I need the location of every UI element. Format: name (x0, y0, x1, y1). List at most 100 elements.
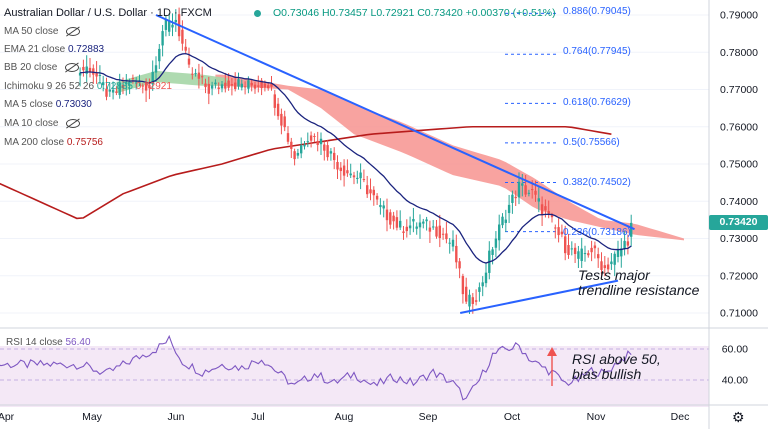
live-dot (254, 10, 261, 17)
candle-body (191, 73, 194, 75)
candle-body (326, 145, 329, 158)
legend-ichimoku[interactable]: Ichimoku 9 26 52 26 0.72885 0.72921 (4, 81, 172, 92)
candle-body (537, 198, 540, 202)
legend-ema21-value: 0.72883 (67, 44, 105, 55)
candle-body (458, 261, 461, 269)
candle-body (630, 222, 633, 237)
candle-body (425, 219, 428, 222)
candle-body (438, 225, 441, 239)
candle-body (567, 245, 570, 255)
hidden-eye-icon[interactable] (66, 118, 81, 128)
time-axis: Apr May Jun Jul Aug Sep Oct Nov Dec (0, 411, 689, 423)
trendline-annotation-line2: trendline resistance (578, 282, 700, 298)
hidden-eye-icon[interactable] (65, 62, 80, 72)
candle-body (613, 253, 616, 265)
candle-body (382, 205, 385, 209)
candle-body (336, 161, 339, 170)
candle-body (82, 66, 85, 71)
legend-ma5[interactable]: MA 5 close 0.73030 (4, 99, 92, 110)
candle-body (111, 89, 115, 93)
month-tick-label: Apr (0, 411, 15, 423)
candle-body (593, 245, 597, 249)
candle-body (626, 241, 630, 246)
candle-body (521, 183, 524, 186)
candle-body (432, 226, 435, 228)
rsi-annotation-line2: bias bullish (572, 366, 642, 382)
rsi-legend-value: 56.40 (65, 337, 91, 348)
candle-body (405, 226, 408, 232)
month-tick-label: Jul (251, 411, 264, 423)
trendlines (155, 14, 635, 314)
candle-body (158, 48, 161, 62)
candle-body (121, 84, 125, 88)
candle-body (319, 138, 323, 145)
candle-body (240, 83, 243, 88)
month-tick-label: Aug (335, 411, 354, 423)
candle-body (616, 249, 620, 257)
candle-body (217, 87, 220, 90)
candle-body (428, 227, 432, 232)
candle-body (550, 215, 554, 218)
candle-body (385, 209, 389, 221)
candle-body (600, 261, 603, 270)
candle-body (329, 151, 333, 154)
legend-ema21-label: EMA 21 close (4, 44, 66, 55)
price-tick-label: 0.76000 (720, 121, 758, 133)
candle-body (527, 192, 531, 194)
candle-body (461, 276, 465, 295)
candle-body (257, 85, 260, 87)
rsi-legend[interactable]: RSI 14 close 56.40 (6, 337, 91, 348)
candle-body (448, 242, 451, 244)
legend-ma10[interactable]: MA 10 close (4, 118, 81, 129)
candle-body (144, 82, 148, 91)
candle-body (339, 167, 342, 172)
price-tick-label: 0.77000 (720, 84, 758, 96)
ascending-trendline (459, 279, 619, 314)
candle-body (230, 84, 234, 86)
gear-icon[interactable]: ⚙ (732, 409, 745, 425)
candle-body (540, 204, 544, 215)
candle-body (250, 82, 253, 86)
ema21-path (80, 52, 632, 264)
candle-body (247, 80, 250, 89)
candle-body (597, 254, 600, 259)
price-tick-label: 0.79000 (720, 10, 758, 22)
fib-label-0886: 0.886(0.79045) (563, 6, 631, 17)
candle-body (303, 144, 306, 147)
candle-body (260, 80, 263, 89)
candle-body (534, 190, 537, 195)
candle-body (280, 113, 283, 126)
candle-body (78, 72, 82, 76)
month-tick-label: Nov (587, 411, 606, 423)
legend-ma50[interactable]: MA 50 close (4, 26, 81, 37)
candle-body (359, 172, 362, 179)
candle-body (95, 72, 98, 77)
legend-bb20[interactable]: BB 20 close (4, 62, 80, 73)
legend-ma200[interactable]: MA 200 close 0.75756 (4, 137, 103, 148)
candle-body (300, 145, 303, 154)
cloud-bearish (215, 74, 684, 241)
candle-body (306, 141, 309, 143)
candle-body (276, 103, 280, 117)
candle-body (451, 239, 455, 247)
legend-ma5-value: 0.73030 (55, 99, 92, 110)
candle-body (547, 211, 550, 214)
candle-body (194, 73, 197, 75)
candle-body (392, 215, 395, 222)
hidden-eye-icon[interactable] (66, 26, 81, 36)
candle-body (531, 189, 534, 191)
candle-body (372, 189, 375, 196)
ohlc-readout: O0.73046 H0.73457 L0.72921 C0.73420 +0.0… (273, 7, 556, 19)
candle-body (435, 226, 438, 237)
candles (78, 7, 633, 314)
candle-body (544, 206, 547, 211)
legend-ma5-label: MA 5 close (4, 99, 53, 110)
candle-body (102, 82, 105, 86)
candle-body (115, 91, 118, 93)
candle-body (389, 212, 392, 225)
candle-body (224, 82, 227, 89)
legend-ema21[interactable]: EMA 21 close 0.72883 (4, 44, 104, 55)
candle-body (105, 88, 108, 97)
candle-body (273, 94, 276, 108)
candle-body (184, 46, 187, 51)
